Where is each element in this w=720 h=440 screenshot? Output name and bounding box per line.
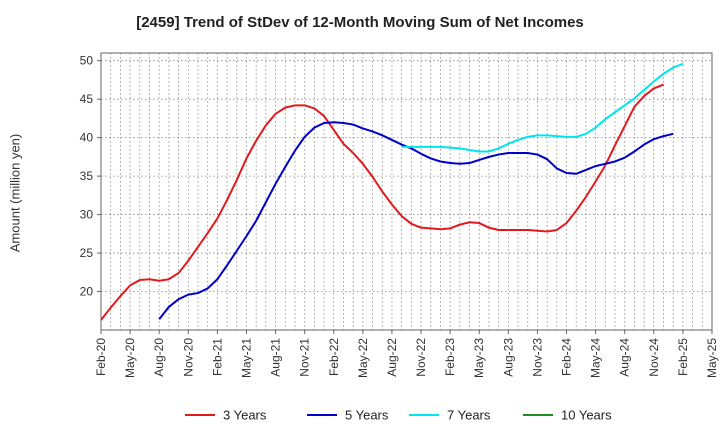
series-line-3-years (100, 83, 664, 321)
x-tick-label: Aug-22 (385, 338, 399, 377)
x-tick-label: Aug-20 (152, 338, 166, 377)
x-tick-label: Nov-22 (414, 338, 428, 377)
x-tick-label: Feb-24 (560, 338, 574, 376)
y-tick-label: 50 (80, 54, 94, 68)
y-tick-label: 20 (80, 285, 94, 299)
y-tick-label: 45 (80, 92, 94, 106)
x-tick-label: May-24 (589, 338, 603, 378)
series-line-7-years (401, 62, 684, 153)
x-axis: Feb-20 May-20 Aug-20 Nov-20 Feb-21 May-21 Aug-… (94, 330, 719, 378)
x-tick-label: Nov-20 (181, 338, 195, 377)
x-tick-label: Aug-24 (618, 338, 632, 377)
x-tick-label: Feb-22 (327, 338, 341, 376)
series-lines (100, 62, 684, 321)
legend-label: 10 Years (561, 408, 612, 423)
x-tick-label: May-25 (705, 338, 719, 378)
legend-label: 3 Years (223, 408, 267, 423)
x-tick-label: Nov-21 (298, 338, 312, 377)
x-tick-label: Feb-20 (94, 338, 108, 376)
x-tick-label: May-21 (239, 338, 253, 378)
series-line-5-years (158, 121, 674, 320)
legend-label: 7 Years (447, 408, 491, 423)
x-tick-label: Nov-24 (647, 338, 661, 377)
plot-area (100, 52, 713, 331)
legend: 3 Years 5 Years 7 Years 10 Years (185, 408, 612, 423)
y-tick-label: 40 (80, 131, 94, 145)
y-tick-label: 35 (80, 169, 94, 183)
x-tick-label: Feb-23 (443, 338, 457, 376)
x-tick-label: Feb-21 (210, 338, 224, 376)
x-tick-label: May-20 (123, 338, 137, 378)
y-axis: 20 25 30 35 40 45 50 (80, 54, 101, 299)
y-tick-label: 25 (80, 246, 94, 260)
x-tick-label: Aug-23 (501, 338, 515, 377)
x-tick-label: Aug-21 (269, 338, 283, 377)
x-tick-label: May-23 (472, 338, 486, 378)
chart-title: [2459] Trend of StDev of 12-Month Moving… (136, 14, 584, 31)
y-tick-label: 30 (80, 208, 94, 222)
x-tick-label: Feb-25 (676, 338, 690, 376)
x-tick-label: May-22 (356, 338, 370, 378)
legend-label: 5 Years (345, 408, 389, 423)
x-tick-label: Nov-23 (530, 338, 544, 377)
grid (100, 53, 713, 330)
